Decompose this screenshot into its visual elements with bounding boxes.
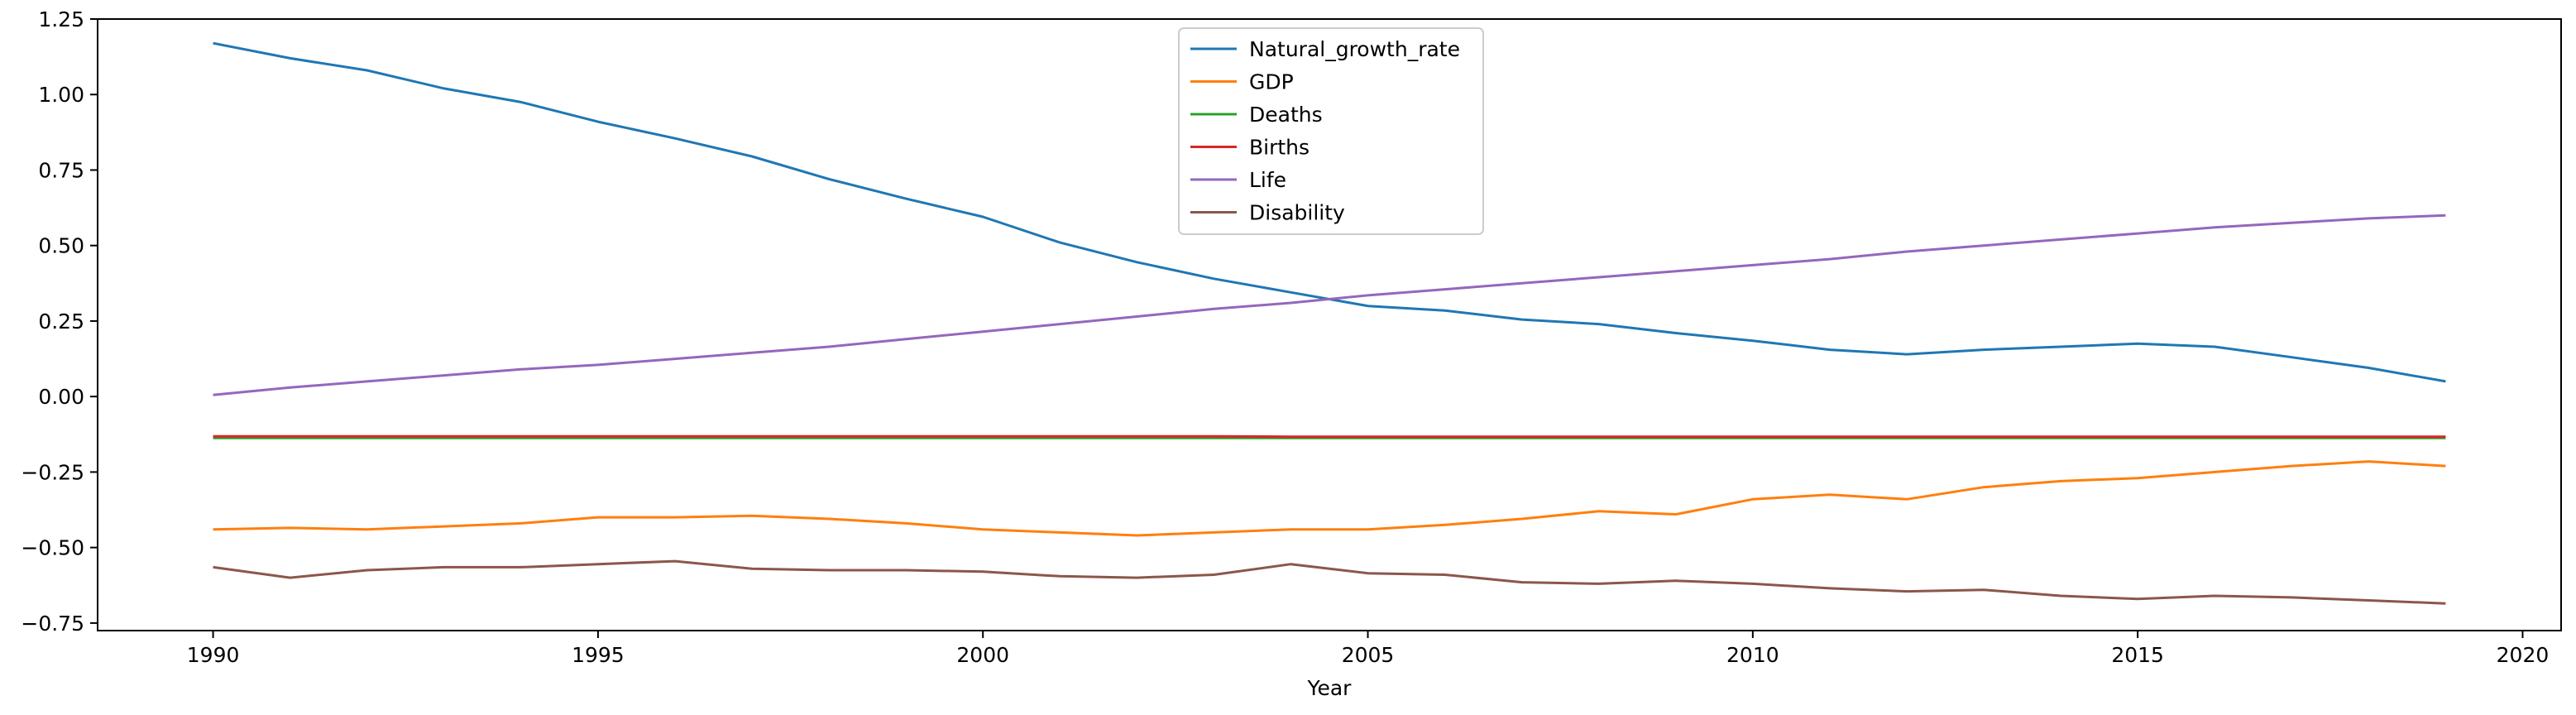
x-axis-ticks: 1990 1995 2000 2005 2010 2015 2020 [187, 631, 2550, 667]
y-tick-label: −0.75 [21, 612, 84, 636]
series-line-life [213, 214, 2446, 396]
legend-entry: Deaths [1249, 103, 1323, 127]
x-tick-label: 2005 [1342, 643, 1395, 667]
x-tick-label: 2010 [1726, 643, 1779, 667]
legend-entry: GDP [1249, 70, 1294, 94]
y-tick-label: 0.00 [38, 385, 84, 409]
legend: Natural_growth_rate GDP Deaths Births Life Di… [1178, 27, 1484, 235]
x-tick-label: 2020 [2497, 643, 2550, 667]
legend-box [1178, 27, 1484, 235]
x-axis-label: Year [1307, 676, 1353, 700]
x-tick-label: 1995 [572, 643, 625, 667]
series-lines [213, 41, 2446, 605]
x-tick-label: 2000 [956, 643, 1009, 667]
series-line-disability [213, 559, 2446, 605]
legend-entry: Natural_growth_rate [1249, 37, 1460, 61]
y-tick-label: 0.50 [38, 234, 84, 258]
y-tick-label: 1.25 [38, 7, 84, 31]
y-tick-label: 0.75 [38, 158, 84, 182]
y-tick-label: −0.25 [21, 460, 84, 484]
y-tick-label: −0.50 [21, 536, 84, 560]
y-tick-label: 1.00 [38, 83, 84, 107]
x-tick-label: 1990 [187, 643, 240, 667]
plot-frame [97, 18, 2562, 631]
y-tick-label: 0.25 [38, 310, 84, 334]
series-line-gdp [213, 460, 2446, 537]
legend-entry: Births [1249, 136, 1310, 160]
y-axis-ticks: −0.75 −0.50 −0.25 0.00 0.25 0.50 0.75 1.00 1.25 [21, 7, 98, 636]
x-tick-label: 2015 [2111, 643, 2164, 667]
legend-entry: Life [1249, 168, 1286, 192]
legend-entry: Disability [1249, 201, 1345, 225]
